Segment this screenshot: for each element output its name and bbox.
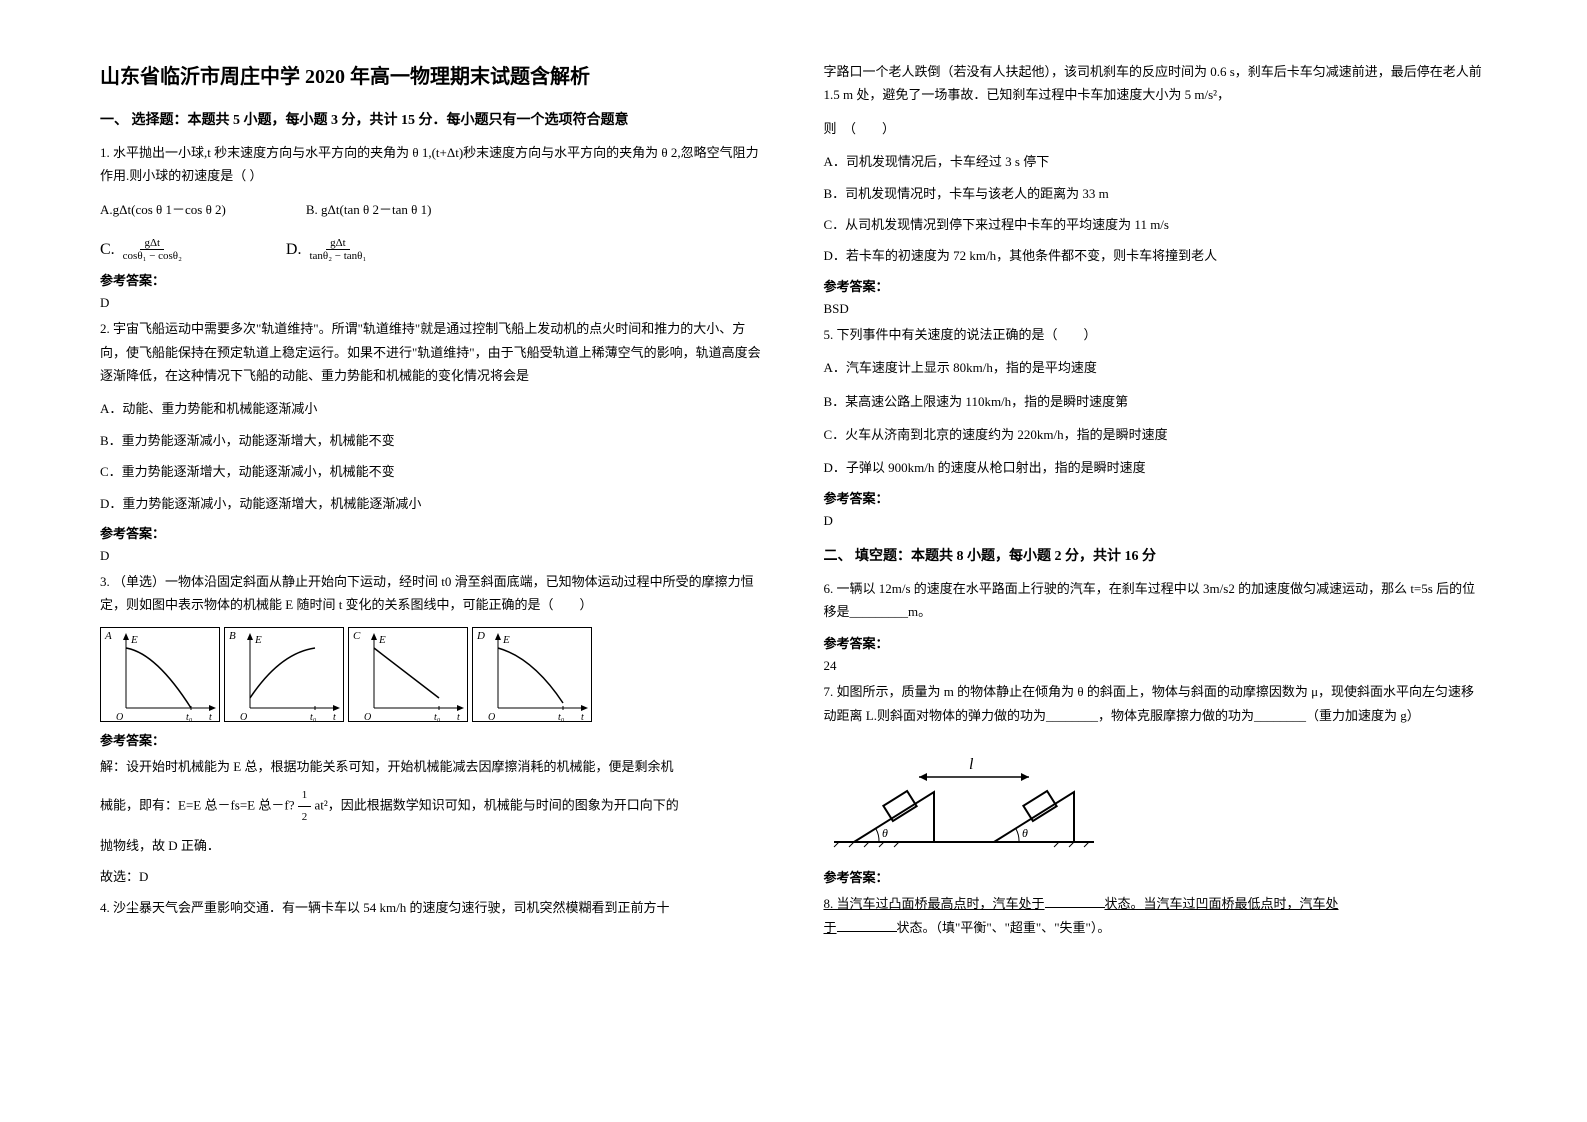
svg-text:θ: θ [1022, 826, 1028, 840]
q8-blank1 [1045, 894, 1105, 908]
q5-opt-b: B．某高速公路上限速为 110km/h，指的是瞬时速度第 [824, 390, 1488, 413]
q1-opt-d: D. gΔt tanθ₂ − tanθ₁ [286, 237, 370, 262]
q5-opt-d: D．子弹以 900km/h 的速度从枪口射出，指的是瞬时速度 [824, 456, 1488, 479]
svg-text:t: t [333, 712, 336, 723]
q1-opt-a: A.gΔt(cos θ 1－cos θ 2) [100, 198, 226, 221]
q8-blank2 [837, 918, 897, 932]
svg-text:t₀: t₀ [310, 712, 317, 723]
q6-answer: 24 [824, 658, 1488, 674]
svg-text:t: t [457, 712, 460, 723]
svg-text:E: E [378, 634, 386, 646]
svg-text:O: O [240, 712, 247, 723]
q7-text: 7. 如图所示，质量为 m 的物体静止在倾角为 θ 的斜面上，物体与斜面的动摩擦… [824, 680, 1488, 727]
graph-d: D E t t₀ O [472, 627, 592, 722]
svg-text:t₀: t₀ [558, 712, 565, 723]
q1-opt-c: C. gΔt cosθ₁ − cosθ₂ [100, 237, 186, 262]
q2-opt-a: A．动能、重力势能和机械能逐渐减小 [100, 397, 764, 420]
q3-explain1: 解：设开始时机械能为 E 总，根据功能关系可知，开始机械能减去因摩擦消耗的机械能… [100, 755, 764, 780]
q1-answer-label: 参考答案： [100, 270, 764, 289]
q2-opt-b: B．重力势能逐渐减小，动能逐渐增大，机械能不变 [100, 429, 764, 452]
section1-header: 一、 选择题：本题共 5 小题，每小题 3 分，共计 15 分．每小题只有一个选… [100, 109, 764, 129]
q2-answer-label: 参考答案： [100, 523, 764, 542]
q5-answer: D [824, 513, 1488, 529]
incline-diagram: θ θ l [824, 737, 1104, 857]
svg-text:E: E [130, 634, 138, 646]
section2-header: 二、 填空题：本题共 8 小题，每小题 2 分，共计 16 分 [824, 545, 1488, 565]
q5-text: 5. 下列事件中有关速度的说法正确的是（ ） [824, 323, 1488, 346]
q6-text: 6. 一辆以 12m/s 的速度在水平路面上行驶的汽车，在刹车过程中以 3m/s… [824, 577, 1488, 624]
q2-text: 2. 宇宙飞船运动中需要多次"轨道维持"。所谓"轨道维持"就是通过控制飞船上发动… [100, 317, 764, 387]
q2-opt-d: D．重力势能逐渐减小，动能逐渐增大，机械能逐渐减小 [100, 492, 764, 515]
q4-opt-d: D．若卡车的初速度为 72 km/h，其他条件都不变，则卡车将撞到老人 [824, 244, 1488, 267]
q6-answer-label: 参考答案： [824, 633, 1488, 652]
q4-opt-b: B．司机发现情况时，卡车与该老人的距离为 33 m [824, 182, 1488, 205]
left-column: 山东省临沂市周庄中学 2020 年高一物理期末试题含解析 一、 选择题：本题共 … [100, 60, 764, 1062]
q5-opt-a: A．汽车速度计上显示 80km/h，指的是平均速度 [824, 356, 1488, 379]
q4-text: 4. 沙尘暴天气会严重影响交通．有一辆卡车以 54 km/h 的速度匀速行驶，司… [100, 896, 764, 919]
q3-explain3: 抛物线，故 D 正确． [100, 834, 764, 859]
right-column: 字路口一个老人跌倒（若没有人扶起他），该司机刹车的反应时间为 0.6 s，刹车后… [824, 60, 1488, 1062]
q8-text: 8. 当汽车过凸面桥最高点时，汽车处于状态。当汽车过凹面桥最低点时，汽车处 于状… [824, 892, 1488, 939]
q4-opt-c: C．从司机发现情况到停下来过程中卡车的平均速度为 11 m/s [824, 213, 1488, 236]
q4-opt-a: A．司机发现情况后，卡车经过 3 s 停下 [824, 150, 1488, 173]
q4-cont2: 则 （ ） [824, 117, 1488, 140]
q2-answer: D [100, 548, 764, 564]
q2-opt-c: C．重力势能逐渐增大，动能逐渐减小，机械能不变 [100, 460, 764, 483]
svg-text:t₀: t₀ [186, 712, 193, 723]
page-title: 山东省临沂市周庄中学 2020 年高一物理期末试题含解析 [100, 60, 764, 89]
svg-text:O: O [488, 712, 495, 723]
q1-answer: D [100, 295, 764, 311]
q1-opt-b: B. gΔt(tan θ 2－tan θ 1) [306, 198, 432, 221]
q3-text: 3. （单选）一物体沿固定斜面从静止开始向下运动，经时间 t0 滑至斜面底端，已… [100, 570, 764, 617]
svg-text:O: O [116, 712, 123, 723]
svg-text:t: t [209, 712, 212, 723]
q5-opt-c: C．火车从济南到北京的速度约为 220km/h，指的是瞬时速度 [824, 423, 1488, 446]
svg-text:θ: θ [882, 826, 888, 840]
q3-answer-label: 参考答案： [100, 730, 764, 749]
q1-text: 1. 水平抛出一小球,t 秒末速度方向与水平方向的夹角为 θ 1,(t+Δt)秒… [100, 141, 764, 188]
svg-text:O: O [364, 712, 371, 723]
q4-answer-label: 参考答案： [824, 276, 1488, 295]
svg-text:t: t [581, 712, 584, 723]
q3-explain4: 故选：D [100, 865, 764, 890]
svg-text:t₀: t₀ [434, 712, 441, 723]
q5-answer-label: 参考答案： [824, 488, 1488, 507]
q4-answer: BSD [824, 301, 1488, 317]
svg-text:E: E [502, 634, 510, 646]
graph-a: A E t t₀ O [100, 627, 220, 722]
q4-cont1: 字路口一个老人跌倒（若没有人扶起他），该司机刹车的反应时间为 0.6 s，刹车后… [824, 60, 1488, 107]
graph-b: B E t t₀ O [224, 627, 344, 722]
svg-text:E: E [254, 634, 262, 646]
q3-explain2: 械能，即有：E=E 总－fs=E 总－f? 1 2 at²，因此根据数学知识可知… [100, 785, 764, 828]
q7-answer-label: 参考答案： [824, 867, 1488, 886]
svg-text:l: l [969, 756, 974, 773]
graph-c: C E t t₀ O [348, 627, 468, 722]
q3-graphs: A E t t₀ O B E [100, 627, 764, 722]
